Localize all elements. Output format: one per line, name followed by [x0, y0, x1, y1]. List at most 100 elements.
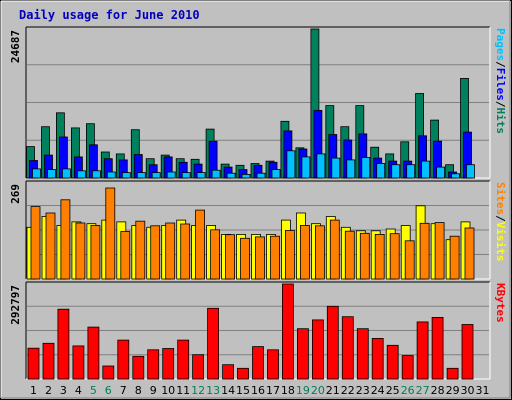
- x-tick-label: 24: [371, 384, 385, 397]
- legend-middle: Sites/Visits: [494, 182, 507, 262]
- legend-item: Pages: [494, 28, 507, 61]
- bar-kbytes-day-17: [267, 349, 279, 380]
- bar-pages-day-24: [376, 163, 386, 179]
- bar-pages-day-1: [32, 168, 41, 179]
- bar-pages-day-12: [196, 172, 206, 179]
- bar-sites-day-11: [180, 223, 191, 280]
- bar-sites-day-19: [299, 225, 310, 280]
- bar-pages-day-18: [286, 150, 296, 179]
- bar-pages-day-22: [346, 159, 356, 179]
- bar-kbytes-day-15: [237, 367, 249, 380]
- bar-kbytes-day-28: [431, 316, 444, 380]
- bar-sites-day-18: [284, 230, 295, 280]
- bar-pages-day-7: [121, 172, 131, 179]
- x-tick-label: 7: [120, 384, 127, 397]
- x-tick-label: 15: [236, 384, 250, 397]
- bar-pages-day-17: [271, 169, 281, 179]
- bar-pages-day-25: [391, 164, 401, 179]
- y-axis-max-label-bottom: 292797: [9, 285, 22, 325]
- bar-sites-day-24: [374, 233, 385, 280]
- x-tick-label: 8: [135, 384, 142, 397]
- bar-kbytes-day-2: [42, 342, 55, 380]
- bar-kbytes-day-24: [371, 337, 384, 380]
- bar-pages-day-16: [256, 172, 266, 179]
- y-axis-max-label-middle: 269: [9, 184, 22, 204]
- bar-sites-day-9: [150, 225, 161, 280]
- bar-kbytes-day-19: [296, 328, 309, 380]
- legend-item: KBytes: [494, 283, 507, 323]
- bar-sites-day-6: [105, 187, 116, 280]
- x-tick-label: 25: [386, 384, 400, 397]
- bar-kbytes-day-8: [132, 355, 145, 380]
- bar-kbytes-day-20: [311, 319, 324, 380]
- bar-sites-day-7: [120, 231, 131, 280]
- bar-sites-day-3: [60, 199, 71, 280]
- bar-sites-day-22: [344, 230, 355, 280]
- bar-sites-day-5: [90, 225, 101, 280]
- x-tick-label: 2: [45, 384, 52, 397]
- bar-pages-day-10: [166, 171, 176, 179]
- bar-kbytes-day-26: [401, 355, 414, 380]
- x-tick-label: 30: [461, 384, 475, 397]
- bar-pages-day-6: [106, 171, 116, 179]
- bar-sites-day-15: [240, 237, 250, 280]
- x-tick-label: 17: [266, 384, 280, 397]
- bar-kbytes-day-27: [416, 321, 429, 380]
- x-tick-label: 6: [105, 384, 112, 397]
- panel-bottom: 292797 KBytes: [9, 281, 507, 380]
- bar-kbytes-day-3: [57, 308, 70, 380]
- x-tick-label: 13: [206, 384, 220, 397]
- bar-pages-day-8: [136, 172, 146, 179]
- bar-sites-day-30: [464, 227, 475, 280]
- bar-kbytes-day-4: [72, 345, 85, 380]
- bar-pages-day-5: [92, 170, 101, 179]
- legend-top: Pages/Files/Hits: [494, 28, 507, 134]
- x-tick-label: 22: [341, 384, 355, 397]
- bar-sites-day-23: [359, 232, 370, 280]
- bar-pages-day-28: [436, 166, 446, 179]
- bar-kbytes-day-14: [222, 364, 235, 380]
- bar-sites-day-26: [404, 240, 415, 280]
- bar-kbytes-day-29: [446, 367, 459, 380]
- bar-sites-day-27: [419, 222, 430, 280]
- x-tick-label: 28: [431, 384, 445, 397]
- legend-item: /: [494, 61, 507, 68]
- legend-item: /: [494, 101, 507, 108]
- panel-top: 24687 Pages/Files/Hits: [9, 26, 507, 179]
- bar-sites-day-21: [329, 219, 340, 280]
- bar-kbytes-day-1: [27, 347, 40, 380]
- x-tick-label: 18: [281, 384, 295, 397]
- bar-kbytes-day-9: [147, 349, 160, 380]
- bar-kbytes-day-22: [341, 316, 354, 380]
- bar-pages-day-9: [151, 172, 161, 179]
- bar-pages-day-2: [47, 169, 56, 179]
- bar-sites-day-12: [195, 209, 206, 280]
- x-tick-label: 1: [30, 384, 37, 397]
- bar-sites-day-2: [45, 212, 56, 280]
- bar-sites-day-10: [165, 222, 176, 280]
- bar-kbytes-day-16: [252, 346, 264, 380]
- bar-kbytes-day-6: [102, 365, 115, 380]
- y-axis-max-label-top: 24687: [9, 30, 22, 63]
- bar-pages-day-29: [451, 173, 461, 179]
- x-tick-label: 23: [356, 384, 370, 397]
- bar-kbytes-day-12: [192, 354, 205, 380]
- bar-sites-day-25: [389, 233, 400, 280]
- x-tick-label: 16: [251, 384, 265, 397]
- x-tick-label: 19: [296, 384, 310, 397]
- legend-bottom: KBytes: [494, 283, 507, 323]
- x-tick-label: 29: [446, 384, 460, 397]
- legend-item: /: [494, 215, 507, 222]
- bar-kbytes-day-25: [386, 344, 399, 380]
- bar-pages-day-11: [181, 172, 191, 179]
- bar-sites-day-28: [434, 222, 445, 280]
- bar-kbytes-day-21: [326, 305, 339, 380]
- x-tick-label: 26: [401, 384, 415, 397]
- bar-pages-day-19: [301, 156, 311, 179]
- legend-item: Files: [494, 68, 507, 101]
- bar-kbytes-day-23: [356, 328, 369, 380]
- x-tick-label: 5: [90, 384, 97, 397]
- bar-sites-day-13: [210, 229, 221, 280]
- x-tick-label: 11: [176, 384, 190, 397]
- bar-sites-day-1: [30, 206, 41, 280]
